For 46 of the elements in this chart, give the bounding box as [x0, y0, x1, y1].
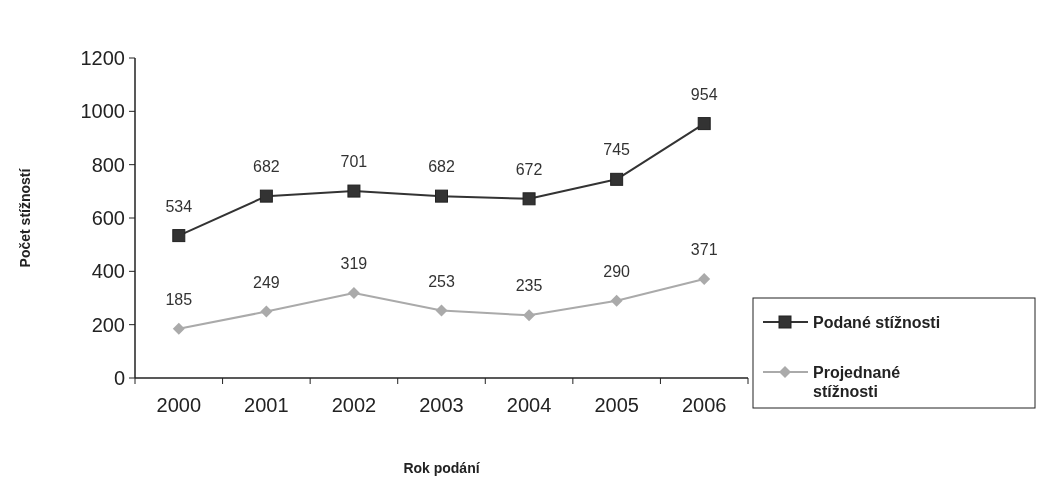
y-axis-title: Počet stížností [17, 167, 33, 268]
data-label: 682 [253, 158, 280, 176]
data-label: 672 [515, 160, 543, 178]
data-label: 235 [515, 277, 543, 295]
legend-label: Projednané stížnosti [813, 363, 901, 400]
y-tick-label: 1200 [80, 47, 125, 69]
data-label: 534 [165, 197, 193, 215]
data-label: 745 [603, 141, 631, 159]
point [610, 172, 624, 186]
point [523, 309, 536, 322]
y-tick-label: 600 [91, 207, 125, 229]
data-label: 701 [340, 153, 368, 171]
data-label: 253 [428, 272, 455, 290]
point [435, 304, 448, 317]
y-tick-label: 200 [91, 313, 125, 336]
x-tick-label: 2000 [156, 394, 202, 416]
point [347, 184, 361, 198]
x-tick-label: 2006 [681, 394, 727, 416]
point [172, 229, 186, 243]
x-axis-title: Rok podání [403, 460, 481, 476]
point [347, 286, 360, 299]
point [610, 294, 623, 307]
data-label: 954 [690, 85, 718, 103]
x-tick-label: 2003 [419, 394, 464, 416]
y-tick-label: 400 [91, 260, 125, 283]
data-label: 319 [340, 254, 368, 272]
point [259, 189, 273, 203]
point [522, 192, 536, 206]
y-tick-label: 0 [113, 367, 125, 389]
data-label: 185 [165, 290, 193, 308]
y-tick-label: 800 [91, 153, 125, 176]
data-label: 371 [690, 241, 718, 259]
legend-label: Podané stížnosti [813, 313, 941, 331]
data-label: 249 [253, 273, 280, 291]
point [697, 117, 711, 131]
point [698, 273, 711, 286]
x-tick-label: 2002 [331, 394, 377, 416]
x-tick-label: 2001 [244, 394, 289, 416]
x-tick-label: 2005 [594, 394, 639, 416]
point [435, 189, 448, 203]
x-tick-label: 2004 [506, 394, 552, 416]
data-label: 290 [603, 262, 631, 280]
point [260, 305, 273, 318]
data-label: 682 [428, 158, 455, 176]
y-tick-label: 1000 [80, 100, 125, 123]
point [172, 322, 185, 335]
